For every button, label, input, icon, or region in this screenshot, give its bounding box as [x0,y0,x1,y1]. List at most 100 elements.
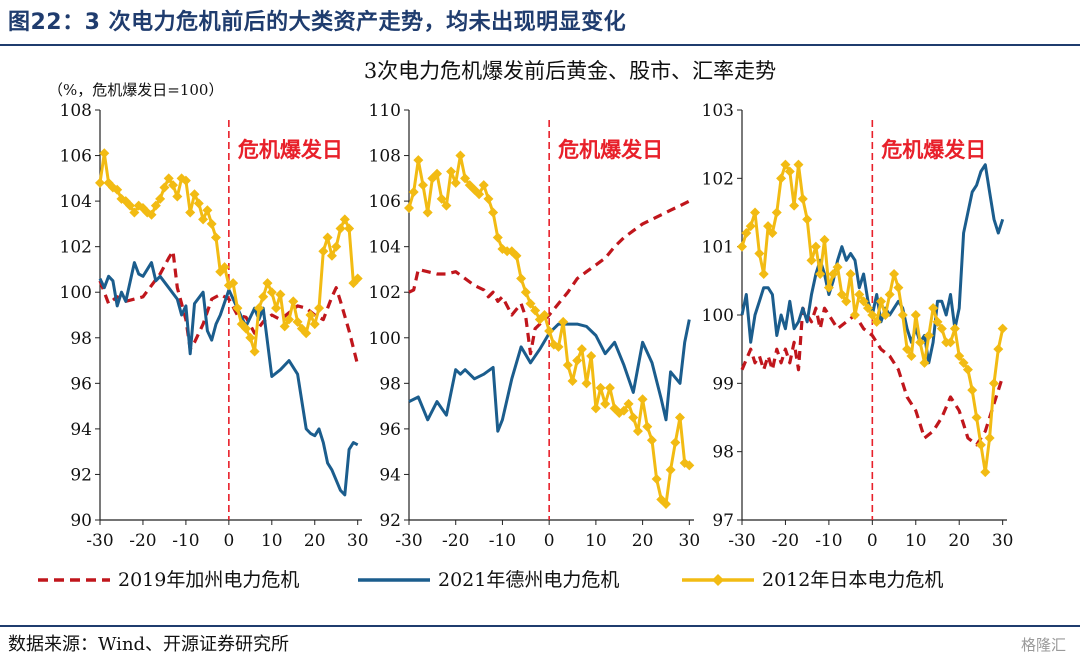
x-tick-label: 20 [632,531,654,551]
japan-point [915,337,926,348]
japan-point [112,184,123,195]
series-line-california [408,199,691,356]
japan-point [971,412,982,423]
x-tick-label: -20 [442,531,469,551]
crisis-day-label: 危机爆发日 [558,137,663,162]
japan-point [954,351,965,361]
japan-point [802,214,813,225]
japan-point [806,255,817,266]
y-tick-label: 104 [60,192,92,212]
japan-point [928,303,939,314]
japan-point [326,250,337,261]
crisis-day-label: 危机爆发日 [238,137,343,162]
japan-point [441,200,452,211]
y-tick-label: 102 [702,169,734,189]
japan-point [854,289,865,300]
japan-point [185,207,196,218]
x-tick-label: -10 [815,531,842,551]
japan-point [845,269,856,279]
japan-point [906,351,917,361]
japan-point [283,314,294,325]
japan-point [436,193,447,204]
japan-point [923,330,934,341]
japan-point [572,355,583,366]
japan-point [828,269,839,279]
japan-point [413,155,424,166]
x-tick-label: 30 [992,531,1014,551]
x-tick-label: 0 [223,531,234,551]
japan-point [530,305,541,316]
japan-point [422,207,433,218]
japan-point [288,296,299,307]
legend-label: 2012年日本电力危机 [762,569,943,591]
source-note: 数据来源：Wind、开源证券研究所 [8,634,290,655]
japan-point [754,248,765,259]
japan-point [460,173,471,184]
y-tick-label: 110 [369,101,401,121]
japan-point [258,291,269,302]
japan-point [155,193,166,204]
japan-point [455,150,466,161]
japan-point [511,250,522,261]
japan-point [159,182,170,193]
y-tick-label: 100 [60,283,92,303]
japan-point [993,344,1004,355]
japan-point [871,316,882,327]
japan-point [309,319,320,330]
japan-point [245,332,256,343]
japan-point [880,310,891,320]
title-rule [0,44,1080,46]
japan-point [632,426,643,437]
japan-point [958,357,969,368]
japan-point [832,262,843,273]
x-tick-label: 20 [304,531,326,551]
legend-label: 2021年德州电力危机 [438,569,619,591]
japan-point [737,241,747,252]
japan-point [884,289,895,300]
japan-point [318,246,329,257]
y-tick-label: 92 [70,465,92,485]
japan-point [172,191,183,202]
japan-point [520,287,531,298]
x-tick-label: -20 [772,531,799,551]
chart-title: 3次电力危机爆发前后黄金、股市、汇率走势 [364,59,776,83]
japan-point [618,405,629,416]
japan-point [271,303,282,314]
japan-point [797,193,808,204]
japan-point [962,364,973,375]
figure-title: 图22：3 次电力危机前后的大类资产走势，均未出现明显变化 [8,10,627,35]
y-tick-label: 92 [379,511,401,531]
japan-point [478,180,489,191]
x-tick-label: -20 [129,531,156,551]
japan-point [331,241,342,252]
japan-point [902,344,913,355]
japan-point [189,189,200,200]
japan-point [586,351,597,361]
japan-point [344,223,355,234]
japan-point [600,398,611,409]
japan-point [665,464,676,475]
japan-point [936,323,947,334]
japan-point [450,177,461,188]
japan-point [776,173,787,184]
y-tick-label: 98 [70,329,92,349]
japan-point [660,499,671,510]
japan-point [305,310,316,320]
japan-point [793,159,804,170]
japan-point [849,310,860,320]
japan-point [432,168,443,179]
japan-point [980,467,991,478]
x-tick-label: -30 [395,531,422,551]
japan-point [815,269,826,279]
japan-point [314,303,325,314]
panel-2: 92 94 96 98 100 102 104 106 108 110 -30 -20 -10 0 10 20… [369,101,701,551]
panel-3: 97 98 99 100 101 102 103 -30 -20 -10 0 10 20 30 危机爆发日 [702,101,1014,551]
japan-point [483,193,494,204]
japan-point [275,289,286,300]
japan-point [628,412,639,423]
japan-point [474,189,485,200]
japan-point [446,166,457,177]
y-tick-label: 104 [369,238,401,258]
y-tick-label: 97 [712,511,734,531]
japan-point [539,310,550,320]
